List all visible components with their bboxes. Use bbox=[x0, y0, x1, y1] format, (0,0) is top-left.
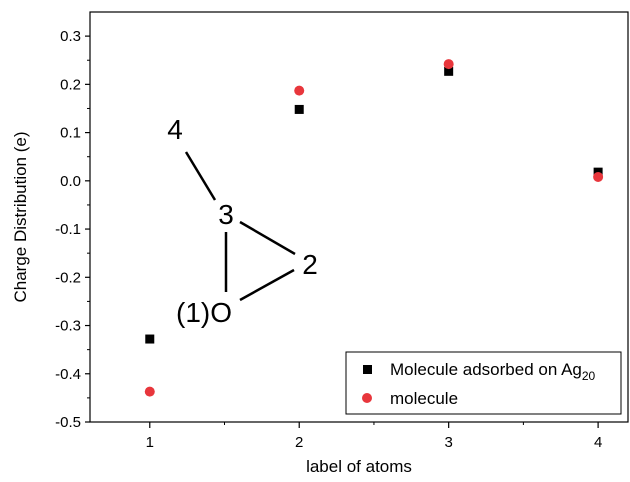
data-point-adsorbed bbox=[444, 66, 454, 76]
y-tick-label: -0.4 bbox=[55, 366, 81, 383]
data-point-molecule bbox=[294, 85, 305, 96]
x-tick-label: 3 bbox=[444, 434, 452, 451]
molecule-diagram: 4 3 2 (1)O bbox=[167, 114, 318, 328]
x-tick-label: 1 bbox=[146, 434, 154, 451]
y-axis-ticks: 0.3 0.2 0.1 0.0 -0.1 -0.2 -0.3 -0.4 -0.5 bbox=[55, 28, 90, 431]
y-tick-label: 0.1 bbox=[60, 125, 81, 142]
bond-3-2 bbox=[239, 220, 296, 256]
legend: Molecule adsorbed on Ag20 molecule bbox=[345, 351, 622, 415]
y-tick-label: 0.0 bbox=[60, 173, 81, 190]
data-point-molecule bbox=[144, 386, 155, 397]
y-tick-label: -0.5 bbox=[55, 414, 81, 431]
data-point-molecule bbox=[443, 59, 454, 70]
y-axis-title: Charge Distribution (e) bbox=[11, 131, 30, 302]
y-tick-label: -0.2 bbox=[55, 269, 81, 286]
data-point-molecule bbox=[593, 171, 604, 182]
bond-4-3 bbox=[184, 151, 217, 201]
plot-area bbox=[89, 11, 629, 423]
data-point-adsorbed bbox=[145, 334, 155, 344]
bond-2-o bbox=[239, 268, 295, 302]
y-tick-label: 0.2 bbox=[60, 76, 81, 93]
legend-marker-adsorbed bbox=[363, 365, 372, 374]
atom-label-2: 2 bbox=[302, 249, 318, 280]
y-tick-label: -0.1 bbox=[55, 221, 81, 238]
data-point-adsorbed bbox=[294, 104, 304, 114]
x-axis-title: label of atoms bbox=[306, 457, 412, 476]
data-points bbox=[144, 59, 604, 397]
atom-label-4: 4 bbox=[167, 114, 183, 145]
legend-box bbox=[345, 351, 622, 415]
legend-marker-molecule bbox=[362, 393, 372, 403]
y-tick-label: -0.3 bbox=[55, 318, 81, 335]
legend-label-adsorbed: Molecule adsorbed on Ag20 bbox=[390, 360, 596, 383]
x-tick-label: 2 bbox=[295, 434, 303, 451]
atom-label-1-o: (1)O bbox=[176, 297, 232, 328]
x-tick-label: 4 bbox=[594, 434, 602, 451]
legend-label-molecule: molecule bbox=[390, 389, 458, 408]
atom-label-3: 3 bbox=[218, 199, 234, 230]
x-axis-ticks: 1 2 3 4 bbox=[146, 422, 602, 451]
y-tick-label: 0.3 bbox=[60, 28, 81, 45]
